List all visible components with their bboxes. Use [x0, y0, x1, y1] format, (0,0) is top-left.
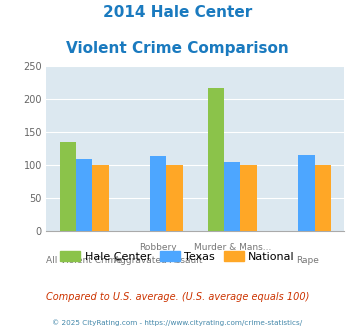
Bar: [166, 165, 183, 231]
Bar: [298, 155, 315, 231]
Text: Robbery: Robbery: [139, 243, 177, 251]
Text: Rape: Rape: [296, 256, 318, 265]
Bar: [92, 165, 109, 231]
Text: Aggravated Assault: Aggravated Assault: [114, 256, 202, 265]
Text: Murder & Mans...: Murder & Mans...: [194, 243, 271, 251]
Text: Violent Crime Comparison: Violent Crime Comparison: [66, 41, 289, 56]
Text: All Violent Crime: All Violent Crime: [45, 256, 121, 265]
Bar: [60, 142, 76, 231]
Bar: [76, 159, 92, 231]
Text: © 2025 CityRating.com - https://www.cityrating.com/crime-statistics/: © 2025 CityRating.com - https://www.city…: [53, 319, 302, 326]
Legend: Hale Center, Texas, National: Hale Center, Texas, National: [56, 247, 299, 267]
Text: 2014 Hale Center: 2014 Hale Center: [103, 5, 252, 20]
Bar: [150, 156, 166, 231]
Bar: [240, 165, 257, 231]
Bar: [208, 88, 224, 231]
Bar: [224, 162, 240, 231]
Bar: [315, 165, 331, 231]
Text: Compared to U.S. average. (U.S. average equals 100): Compared to U.S. average. (U.S. average …: [46, 292, 309, 302]
